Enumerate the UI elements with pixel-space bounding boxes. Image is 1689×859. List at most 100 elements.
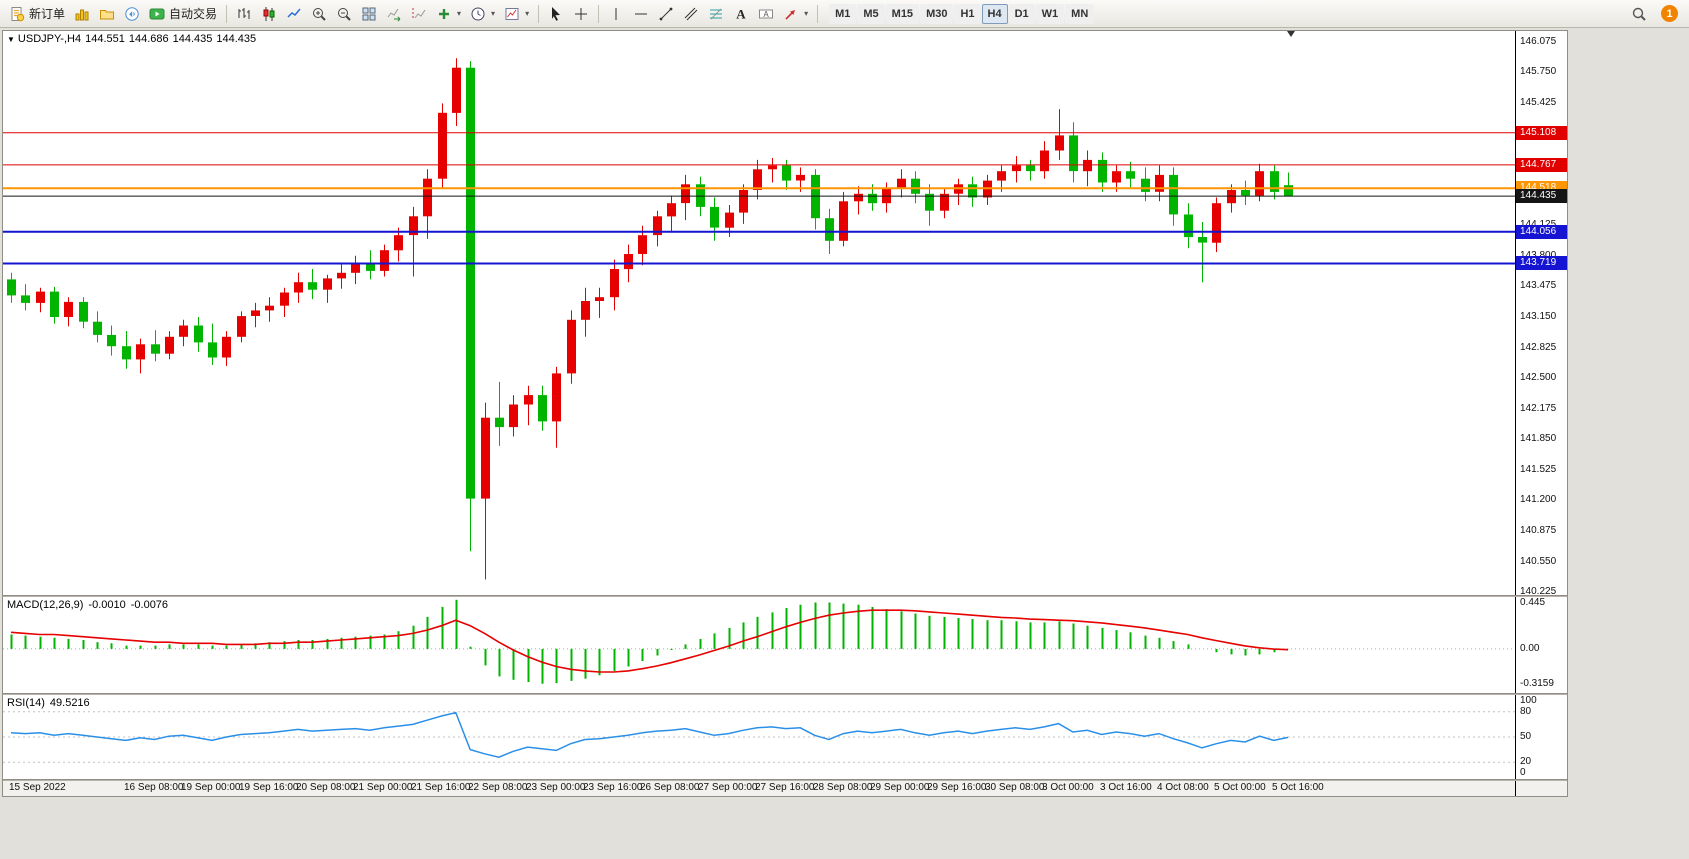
candle [409, 206, 418, 277]
bar-chart-type-button[interactable] [232, 3, 256, 25]
candle [839, 191, 848, 247]
quote-high: 144.686 [128, 33, 169, 45]
rsi-panel[interactable]: RSI(14) 49.5216 [3, 695, 1515, 779]
candle [925, 184, 934, 226]
timeframe-w1-button[interactable]: W1 [1035, 3, 1065, 24]
candle [280, 287, 289, 317]
search-button[interactable] [1627, 3, 1651, 25]
alerts-button[interactable] [120, 3, 144, 25]
macd-axis[interactable]: 0.445 0.00 -0.3159 [1515, 597, 1567, 693]
toolbar-right: 1 [1627, 3, 1684, 25]
zoom-in-button[interactable] [307, 3, 331, 25]
candle [79, 297, 88, 329]
candles [7, 58, 1293, 580]
rsi-chart [3, 711, 1515, 763]
candle [581, 287, 590, 337]
trendline-icon [659, 7, 673, 20]
candle [136, 338, 145, 374]
panel-separator[interactable] [3, 595, 1567, 597]
svg-text:A: A [763, 9, 769, 18]
candle [64, 297, 73, 327]
bars-type-icon [238, 7, 250, 19]
templates-button[interactable]: ▾ [500, 3, 533, 25]
rsi-axis[interactable]: 100 80 50 20 0 [1515, 695, 1567, 779]
macd-panel[interactable]: MACD(12,26,9) -0.0010 -0.0076 [3, 597, 1515, 693]
time-label: 27 Sep 16:00 [755, 782, 815, 793]
trendline-button[interactable] [654, 3, 678, 25]
macd-histogram [10, 599, 1290, 684]
candlestick-type-button[interactable] [257, 3, 281, 25]
speaker-icon [125, 6, 139, 21]
new-order-label: 新订单 [29, 7, 66, 21]
price-axis[interactable]: 146.075145.750145.425145.100144.775144.4… [1515, 31, 1567, 595]
candle [1126, 161, 1135, 189]
timeframe-mn-button[interactable]: MN [1065, 3, 1095, 24]
price-badge: 144.056 [1516, 225, 1567, 239]
crosshair-button[interactable] [569, 3, 593, 25]
line-chart-type-button[interactable] [282, 3, 306, 25]
timeframe-m5-button[interactable]: M5 [857, 3, 885, 24]
price-tick: 144.125 [1520, 219, 1556, 231]
auto-scroll-button[interactable] [382, 3, 406, 25]
indicators-button[interactable]: ▾ [432, 3, 465, 25]
timeframe-m30-button[interactable]: M30 [920, 3, 954, 24]
timeframe-m15-button[interactable]: M15 [885, 3, 920, 24]
quote-low: 144.435 [172, 33, 213, 45]
zoom-out-icon [338, 7, 351, 21]
candle [1184, 203, 1193, 249]
tile-windows-button[interactable] [357, 3, 381, 25]
price-tick: 141.850 [1520, 433, 1557, 444]
one-click-trading-toggle[interactable]: ▼ [7, 35, 15, 44]
folder-icon [100, 9, 115, 19]
time-label: 26 Sep 08:00 [640, 782, 700, 793]
candle [1012, 156, 1021, 183]
new-chart-button[interactable] [70, 3, 94, 25]
text-label-button[interactable]: A [754, 3, 778, 25]
search-icon [1632, 7, 1646, 21]
timeframe-m1-button[interactable]: M1 [829, 3, 857, 24]
time-axis[interactable]: 15 Sep 2022 16 Sep 08:00 19 Sep 00:00 19 Se… [3, 781, 1515, 796]
arrows-button[interactable]: ▾ [779, 3, 812, 25]
rsi-scale-label: 50 [1520, 731, 1532, 742]
rsi-value: 49.5216 [49, 697, 90, 709]
new-order-button[interactable]: 新订单 [5, 3, 69, 25]
candle [595, 287, 604, 318]
notifications-badge[interactable]: 1 [1661, 5, 1678, 22]
candle [1098, 152, 1107, 192]
cursor-button[interactable] [544, 3, 568, 25]
timeframe-h1-button[interactable]: H1 [954, 3, 981, 24]
vertical-line-button[interactable] [604, 3, 628, 25]
panel-separator[interactable] [3, 693, 1567, 695]
chevron-down-icon: ▾ [457, 9, 462, 18]
add-indicator-icon [439, 8, 450, 19]
fibonacci-button[interactable] [704, 3, 728, 25]
candle [351, 255, 360, 285]
chart-grid: ▼ USDJPY-,H4 144.551 144.686 144.435 144.435 … [3, 31, 1567, 796]
candle [1270, 165, 1279, 200]
price-tick: 143.475 [1520, 280, 1557, 291]
candle [1241, 180, 1250, 205]
chart-shift-button[interactable] [407, 3, 431, 25]
candle [653, 210, 662, 247]
text-button[interactable]: A [729, 3, 753, 25]
rsi-name: RSI(14) [7, 697, 45, 709]
candle [251, 302, 260, 328]
profiles-button[interactable] [95, 3, 119, 25]
autotrading-button[interactable]: 自动交易 [145, 3, 221, 25]
channel-button[interactable] [679, 3, 703, 25]
channel-icon [684, 7, 698, 20]
rsi-scale-label: 20 [1520, 756, 1532, 767]
price-tick: 143.800 [1520, 250, 1556, 262]
periods-button[interactable]: ▾ [466, 3, 499, 25]
time-label: 21 Sep 00:00 [353, 782, 413, 793]
price-tick: 146.075 [1520, 36, 1557, 47]
main-chart-panel[interactable]: ▼ USDJPY-,H4 144.551 144.686 144.435 144.435 [3, 31, 1515, 595]
panel-separator[interactable] [3, 779, 1567, 781]
zoom-out-button[interactable] [332, 3, 356, 25]
timeframe-h4-button[interactable]: H4 [981, 3, 1008, 24]
candle [954, 178, 963, 205]
timeframe-d1-button[interactable]: D1 [1008, 3, 1035, 24]
candle [1040, 141, 1049, 179]
quote-open: 144.551 [85, 33, 125, 45]
horizontal-line-button[interactable] [629, 3, 653, 25]
